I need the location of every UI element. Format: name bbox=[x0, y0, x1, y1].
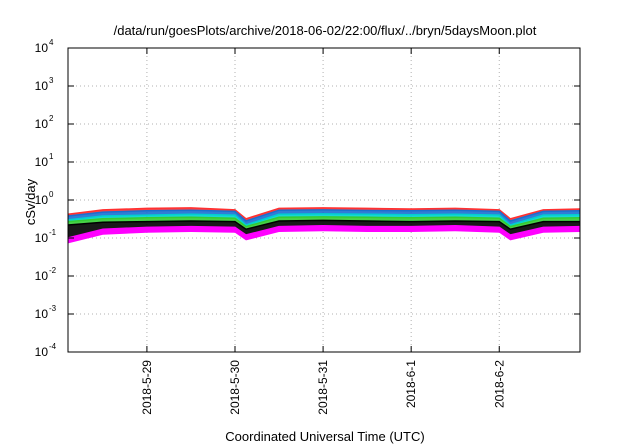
y-tick-label: 10 bbox=[35, 117, 49, 131]
y-tick-label: 10 bbox=[35, 155, 49, 169]
series-fill bbox=[68, 220, 580, 238]
chart-title: /data/run/goesPlots/archive/2018-06-02/2… bbox=[114, 23, 537, 38]
y-tick-exponent: 3 bbox=[49, 76, 54, 85]
y-tick-exponent: 2 bbox=[49, 114, 54, 123]
series-line bbox=[67, 216, 581, 228]
series-fill bbox=[68, 216, 580, 230]
y-tick-label: 10 bbox=[35, 231, 49, 245]
x-tick-label: 2018-5-30 bbox=[228, 360, 242, 415]
y-tick-exponent: 0 bbox=[49, 190, 54, 199]
series-line bbox=[67, 209, 581, 222]
y-tick-label: 10 bbox=[35, 79, 49, 93]
y-tick-exponent: -4 bbox=[49, 342, 57, 351]
y-tick-label: 10 bbox=[35, 193, 49, 207]
grid-lines bbox=[68, 48, 580, 352]
y-tick-label: 10 bbox=[35, 345, 49, 359]
x-axis-label: Coordinated Universal Time (UTC) bbox=[225, 429, 424, 444]
y-tick-label: 10 bbox=[35, 269, 49, 283]
x-axis-ticks: 2018-5-29 2018-5-30 2018-5-31 2018-6-1 2018-… bbox=[140, 48, 506, 415]
series-line bbox=[67, 207, 581, 220]
y-axis-label: cSv/day bbox=[23, 178, 38, 225]
series-line bbox=[67, 219, 580, 231]
x-tick-label: 2018-5-31 bbox=[316, 360, 330, 415]
y-tick-exponent: -2 bbox=[49, 266, 57, 275]
x-tick-label: 2018-6-2 bbox=[492, 360, 506, 408]
y-tick-exponent: 1 bbox=[49, 152, 54, 161]
series-line bbox=[67, 225, 581, 239]
x-tick-label: 2018-5-29 bbox=[140, 360, 154, 415]
y-tick-label: 10 bbox=[35, 41, 49, 55]
y-tick-exponent: -1 bbox=[49, 228, 57, 237]
series-lines bbox=[67, 207, 581, 239]
y-tick-label: 10 bbox=[35, 307, 49, 321]
series-line bbox=[67, 213, 581, 226]
series-fill bbox=[68, 225, 580, 244]
x-tick-label: 2018-6-1 bbox=[404, 360, 418, 408]
y-tick-exponent: 4 bbox=[49, 38, 54, 47]
y-tick-exponent: -3 bbox=[49, 304, 57, 313]
